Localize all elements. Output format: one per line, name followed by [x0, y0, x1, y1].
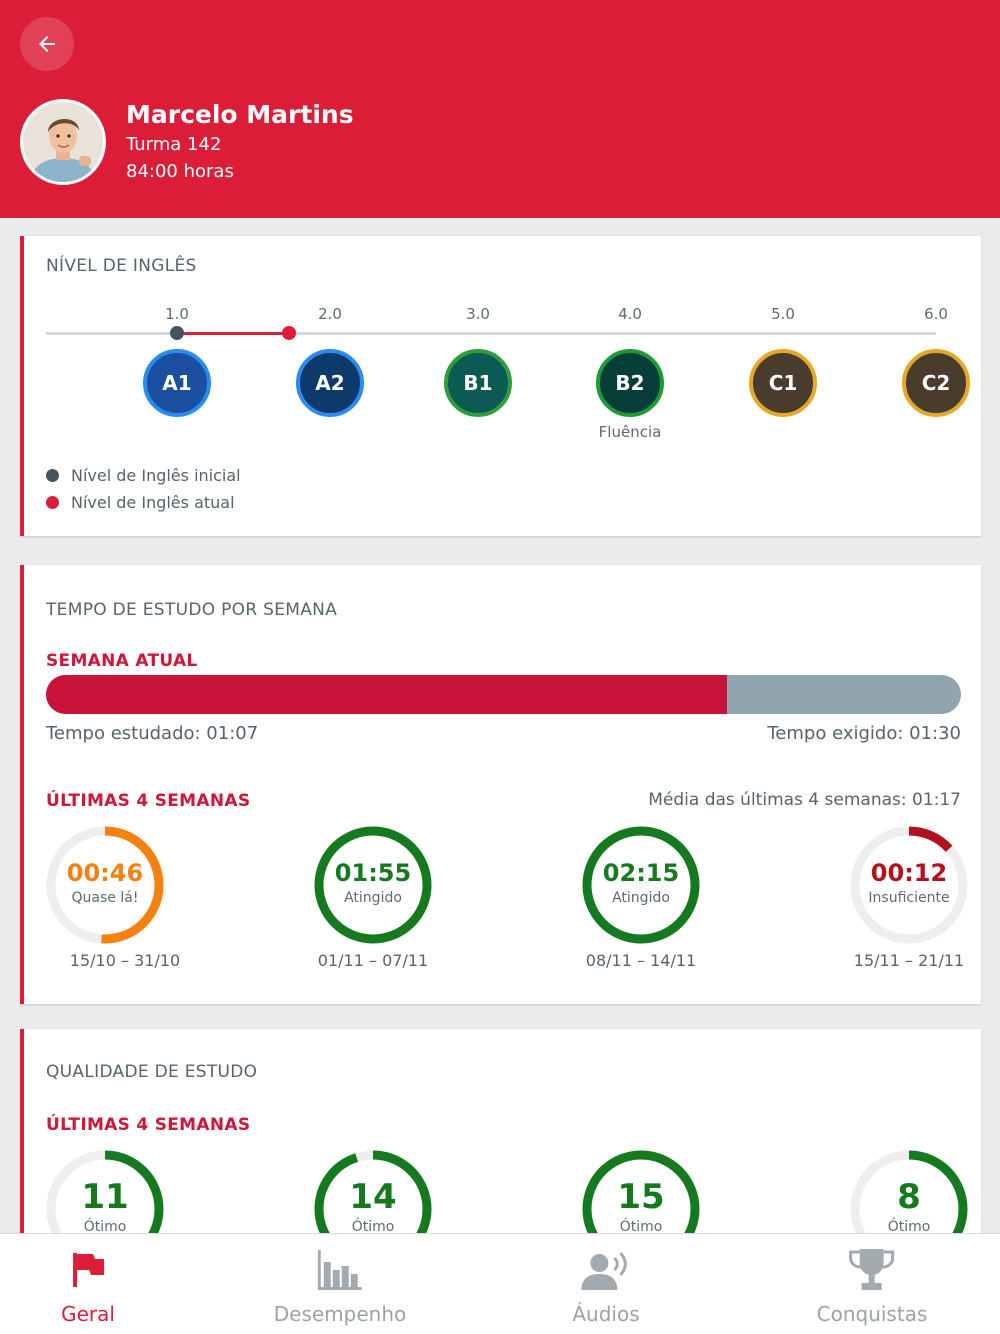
current-week-progress-fill — [46, 675, 728, 714]
nav-label-desempenho: Desempenho — [273, 1302, 407, 1326]
quality-last-weeks-label: ÚLTIMAS 4 SEMANAS — [46, 1115, 251, 1135]
week-range-label: 15/11 – 21/11 — [853, 951, 965, 970]
fluency-label: Fluência — [598, 423, 662, 441]
level-tick-label: 3.0 — [466, 305, 490, 323]
level-tick-label: 4.0 — [618, 305, 642, 323]
study-time-week-value: 00:12 — [870, 859, 948, 887]
current-week-label: SEMANA ATUAL — [46, 651, 198, 671]
profile-header: Marcelo Martins Turma 142 84:00 horas — [0, 0, 1000, 218]
study-time-week-value: 00:46 — [66, 859, 144, 887]
study-time-week-ring: 01:55 Atingido — [311, 823, 435, 947]
quality-week-status: Ótimo — [619, 1219, 663, 1235]
bottom-navigation: Geral Desempenho Áudios — [0, 1233, 1000, 1334]
ring-progress — [850, 826, 968, 944]
required-time-label: Tempo exigido: 01:30 — [767, 723, 961, 744]
quality-week-status: Ótimo — [351, 1219, 395, 1235]
level-badge-a2: A2 — [296, 349, 364, 417]
study-time-week-status: Atingido — [344, 890, 402, 906]
study-time-week-ring: 00:46 Quase lá! — [43, 823, 167, 947]
user-name: Marcelo Martins — [126, 100, 354, 129]
legend-current-label: Nível de Inglês atual — [71, 493, 235, 512]
study-time-week-value: 02:15 — [602, 859, 680, 887]
quality-week-value: 11 — [81, 1177, 129, 1217]
study-time-week-ring: 00:12 Insuficiente — [847, 823, 971, 947]
current-week-progress-bar — [46, 675, 961, 714]
trophy-icon — [849, 1249, 895, 1290]
study-time-week-status: Insuficiente — [868, 890, 950, 906]
level-progress-line — [177, 332, 289, 335]
level-badge-b2: B2 — [596, 349, 664, 417]
ring-progress — [582, 826, 700, 944]
level-badge-a1: A1 — [143, 349, 211, 417]
user-class: Turma 142 — [126, 134, 222, 155]
quality-week-value: 8 — [897, 1177, 921, 1217]
nav-label-audios: Áudios — [572, 1302, 640, 1326]
nav-label-conquistas: Conquistas — [816, 1302, 928, 1326]
study-quality-title: QUALIDADE DE ESTUDO — [46, 1062, 258, 1082]
initial-level-marker — [170, 326, 184, 340]
nav-item-desempenho[interactable]: Desempenho — [273, 1234, 407, 1334]
study-time-card: TEMPO DE ESTUDO POR SEMANA SEMANA ATUAL … — [20, 565, 981, 1004]
level-badge-b1: B1 — [444, 349, 512, 417]
current-level-marker — [281, 326, 296, 340]
study-time-week-value: 01:55 — [334, 859, 412, 887]
quality-week-status: Ótimo — [83, 1219, 127, 1235]
study-time-week-status: Atingido — [612, 890, 670, 906]
user-photo — [23, 102, 103, 182]
level-tick-label: 1.0 — [165, 305, 189, 323]
week-range-label: 15/10 – 31/10 — [69, 951, 181, 970]
week-range-label: 08/11 – 14/11 — [585, 951, 697, 970]
study-time-title: TEMPO DE ESTUDO POR SEMANA — [46, 600, 338, 620]
week-range-label: 01/11 – 07/11 — [317, 951, 429, 970]
nav-item-geral[interactable]: Geral — [61, 1234, 115, 1334]
level-badge-c2: C2 — [902, 349, 970, 417]
quality-week-value: 14 — [349, 1177, 397, 1217]
flag-icon — [73, 1253, 104, 1287]
legend-dot-current — [46, 496, 59, 509]
level-badge-c1: C1 — [749, 349, 817, 417]
ring-progress — [314, 826, 432, 944]
studied-time-label: Tempo estudado: 01:07 — [46, 723, 259, 744]
nav-item-audios[interactable]: Áudios — [572, 1234, 640, 1334]
level-tick-label: 5.0 — [771, 305, 795, 323]
legend-initial: Nível de Inglês inicial — [46, 466, 241, 485]
quality-week-value: 15 — [617, 1177, 665, 1217]
avatar — [20, 99, 106, 185]
study-time-week-ring: 02:15 Atingido — [579, 823, 703, 947]
arrow-left-icon — [39, 36, 55, 52]
english-level-title: NÍVEL DE INGLÊS — [46, 256, 197, 276]
level-tick-label: 2.0 — [318, 305, 342, 323]
english-level-card: NÍVEL DE INGLÊS 1.0 2.0 3.0 4.0 5.0 6.0 A1 A2 B… — [20, 236, 981, 536]
level-tick-label: 6.0 — [924, 305, 948, 323]
legend-dot-initial — [46, 469, 59, 482]
user-hours: 84:00 horas — [126, 161, 234, 182]
bar-chart-icon — [318, 1250, 362, 1290]
last-weeks-label: ÚLTIMAS 4 SEMANAS — [46, 791, 251, 811]
nav-label-geral: Geral — [61, 1302, 115, 1326]
ring-progress — [46, 826, 164, 944]
average-label: Média das últimas 4 semanas: 01:17 — [648, 790, 961, 810]
nav-item-conquistas[interactable]: Conquistas — [816, 1234, 928, 1334]
level-track — [46, 332, 936, 335]
speaking-person-icon — [580, 1251, 627, 1290]
legend-current: Nível de Inglês atual — [46, 493, 235, 512]
back-button[interactable] — [20, 17, 74, 71]
study-time-week-status: Quase lá! — [71, 890, 139, 906]
legend-initial-label: Nível de Inglês inicial — [71, 466, 241, 485]
quality-week-status: Ótimo — [887, 1219, 931, 1235]
